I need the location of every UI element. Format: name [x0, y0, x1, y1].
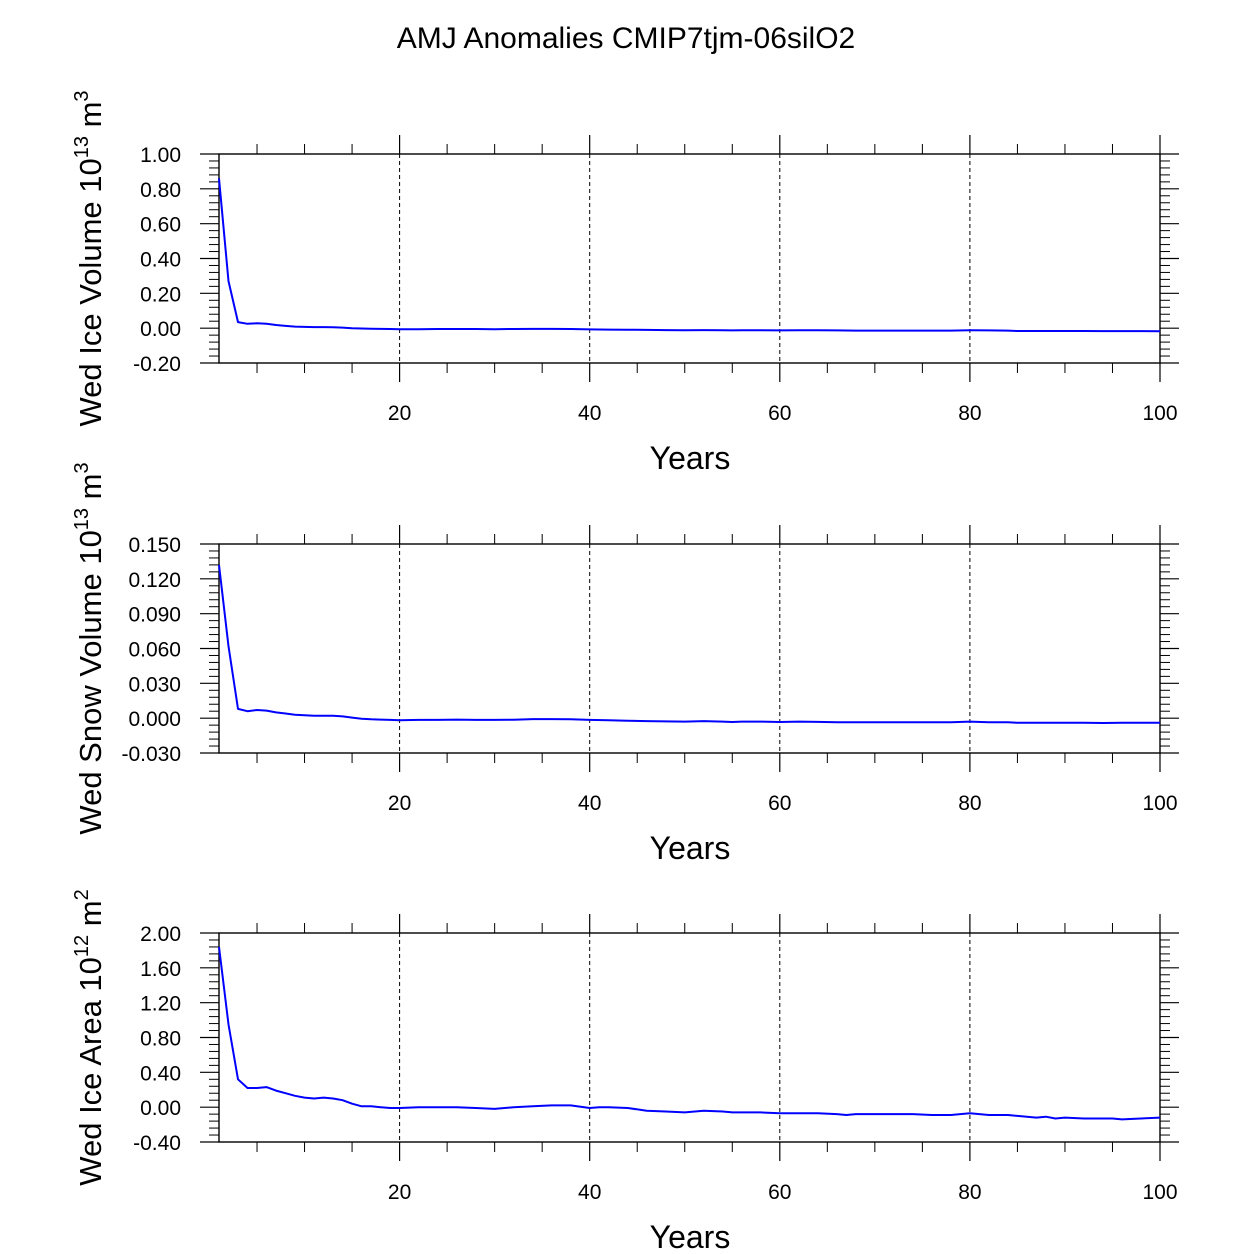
y-label-main: Wed Ice Area 10: [73, 957, 108, 1186]
y-label-exponent: 12: [71, 935, 93, 957]
chart-panel-2: -0.030 0.000 0.030 0.060 0.090 0.120 0.150 20 40…: [71, 462, 1179, 866]
y-tick-label: -0.20: [133, 353, 181, 376]
x-tick-label: 100: [1142, 1181, 1177, 1204]
y-label-unit-exponent: 2: [71, 889, 93, 900]
x-tick-label: 60: [768, 1181, 791, 1204]
y-label-unit: m: [73, 102, 108, 136]
y-tick-label: 0.40: [140, 1062, 181, 1085]
x-tick-label: 80: [958, 402, 981, 425]
y-tick-label: 1.00: [140, 144, 181, 167]
y-label-exponent: 13: [71, 508, 93, 530]
y-axis-label: Wed Snow Volume 1013 m3: [71, 462, 108, 834]
plot-frame: [218, 543, 1161, 754]
y-label-unit: m: [73, 473, 108, 507]
y-tick-label: 0.000: [128, 708, 181, 731]
y-tick-label: -0.40: [133, 1132, 181, 1155]
y-label-unit-exponent: 3: [71, 462, 93, 473]
x-tick-label: 80: [958, 792, 981, 815]
plot-frame: [218, 932, 1161, 1143]
x-axis-label: Years: [650, 440, 731, 476]
y-tick-label: 0.80: [140, 179, 181, 202]
y-tick-label: 0.120: [128, 569, 181, 592]
x-tick-label: 60: [768, 792, 791, 815]
x-tick-label: 100: [1142, 792, 1177, 815]
y-tick-label: 0.40: [140, 249, 181, 272]
y-tick-label: 0.20: [140, 283, 181, 306]
y-tick-label: 1.60: [140, 958, 181, 981]
x-axis-label: Years: [650, 830, 731, 866]
x-tick-label: 40: [578, 1181, 601, 1204]
y-tick-label: 0.80: [140, 1028, 181, 1051]
chart-panel-1: -0.20 0.00 0.20 0.40 0.60 0.80 1.00 20 40 60 80 100…: [71, 90, 1179, 476]
plot-frame: [218, 153, 1161, 364]
y-tick-label: 2.00: [140, 923, 181, 946]
y-label-main: Wed Ice Volume 10: [73, 158, 108, 426]
chart-panel-3: -0.40 0.00 0.40 0.80 1.20 1.60 2.00 20 40 60 80 100…: [71, 889, 1179, 1254]
series-line-2: [218, 564, 1160, 724]
y-label-exponent: 13: [71, 136, 93, 158]
y-label-unit-exponent: 3: [71, 90, 93, 101]
x-tick-label: 80: [958, 1181, 981, 1204]
y-axis-label: Wed Ice Area 1012 m2: [71, 889, 108, 1185]
series-line-1: [218, 178, 1161, 333]
y-tick-label: 0.150: [128, 534, 181, 557]
x-tick-label: 100: [1142, 402, 1177, 425]
x-tick-label: 40: [578, 402, 601, 425]
y-tick-label: 0.00: [140, 1097, 181, 1120]
y-tick-label: 0.060: [128, 639, 181, 662]
x-tick-label: 20: [388, 792, 411, 815]
y-tick-label: 1.20: [140, 993, 181, 1016]
y-tick-label: -0.030: [121, 743, 181, 766]
y-tick-label: 0.030: [128, 673, 181, 696]
x-tick-label: 20: [388, 1181, 411, 1204]
y-tick-label: 0.090: [128, 604, 181, 627]
series-line-3: [218, 946, 1161, 1121]
y-label-main: Wed Snow Volume 10: [73, 530, 108, 834]
y-axis-label: Wed Ice Volume 1013 m3: [71, 90, 108, 426]
y-tick-label: 0.60: [140, 214, 181, 237]
x-tick-label: 20: [388, 402, 411, 425]
y-label-unit: m: [73, 900, 108, 934]
x-tick-label: 60: [768, 402, 791, 425]
chart-title: AMJ Anomalies CMIP7tjm-06silO2: [396, 22, 856, 55]
x-axis-label: Years: [650, 1219, 731, 1254]
y-tick-label: 0.00: [140, 318, 181, 341]
x-tick-label: 40: [578, 792, 601, 815]
